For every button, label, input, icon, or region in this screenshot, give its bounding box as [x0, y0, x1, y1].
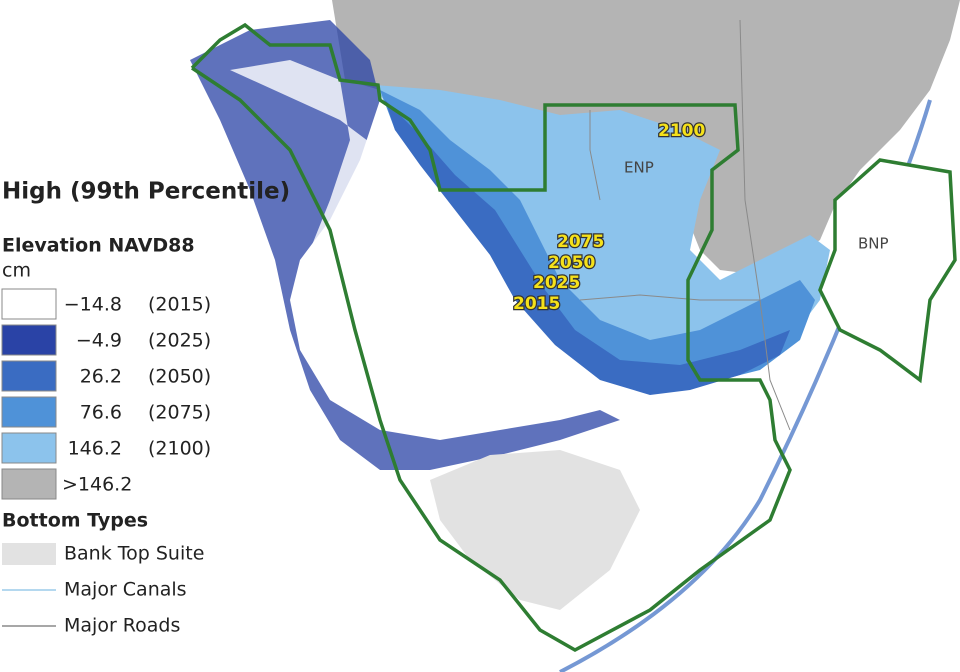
legend-swatch: [1, 288, 57, 320]
legend: High (99th Percentile) Elevation NAVD88 cm…: [1, 179, 290, 637]
legend-year: (2025): [148, 330, 211, 352]
legend-swatch: [1, 432, 57, 464]
bottom-title: Bottom Types: [2, 510, 148, 532]
year-label: 2015: [513, 294, 560, 314]
legend-value: 76.6: [80, 402, 122, 424]
bottom-label: Major Canals: [64, 579, 187, 601]
year-label: 2050: [548, 253, 595, 273]
legend-unit: cm: [2, 260, 31, 282]
year-label: 2100: [658, 121, 705, 141]
legend-value: >146.2: [62, 474, 132, 496]
legend-value: −14.8: [64, 294, 122, 316]
legend-subtitle: Elevation NAVD88: [2, 235, 195, 257]
legend-swatch: [1, 468, 57, 500]
legend-value: 26.2: [80, 366, 122, 388]
legend-year: (2015): [148, 294, 211, 316]
year-label: 2075: [557, 232, 604, 252]
park-label: ENP: [624, 159, 654, 177]
legend-year: (2050): [148, 366, 211, 388]
bottom-label: Bank Top Suite: [64, 543, 204, 565]
legend-year: (2075): [148, 402, 211, 424]
map-background: [190, 0, 960, 672]
park-label: BNP: [858, 235, 889, 253]
bottom-swatch: [2, 543, 56, 565]
legend-value: −4.9: [76, 330, 122, 352]
bottom-label: Major Roads: [64, 615, 180, 637]
legend-swatch: [1, 324, 57, 356]
legend-year: (2100): [148, 438, 211, 460]
legend-swatch: [1, 396, 57, 428]
legend-title: High (99th Percentile): [2, 179, 290, 205]
legend-swatch: [1, 360, 57, 392]
year-label: 2025: [533, 273, 580, 293]
legend-value: 146.2: [68, 438, 122, 460]
